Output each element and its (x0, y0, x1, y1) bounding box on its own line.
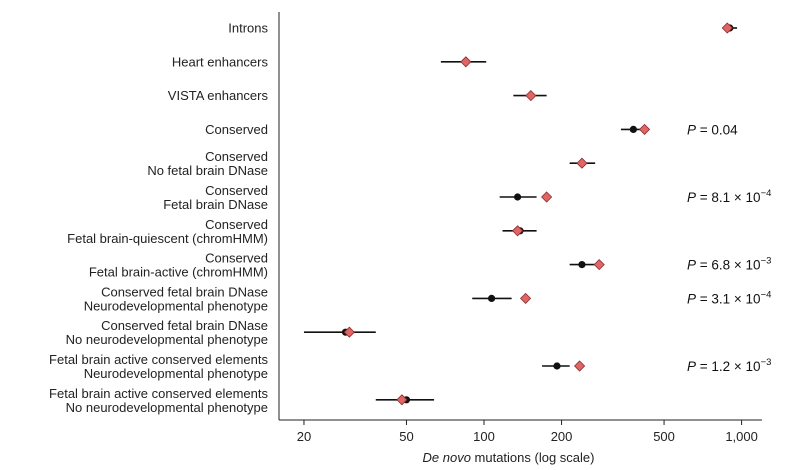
x-tick-label: 500 (653, 429, 675, 444)
category-label: Fetal brain-quiescent (chromHMM) (67, 231, 268, 246)
category-label: Neurodevelopmental phenotype (84, 298, 268, 313)
p-value-label: P = 8.1 × 10−4 (687, 188, 771, 205)
x-axis-title: De novo mutations (log scale) (423, 450, 595, 465)
observed-point (721, 22, 733, 34)
category-label: Neurodevelopmental phenotype (84, 366, 268, 381)
observed-point (520, 292, 532, 304)
observed-point (541, 191, 553, 203)
observed-point (574, 360, 586, 372)
x-axis-ticks: 20 50 100 200 500 1,000 (297, 420, 758, 444)
category-label: No neurodevelopmental phenotype (66, 400, 268, 415)
observed-point (638, 123, 651, 135)
p-value-annotations: P = 0.04 P = 8.1 × 10−4 P = 6.8 × 10−3 P = … (687, 122, 771, 374)
category-label: VISTA enhancers (168, 88, 269, 103)
observed-point (512, 225, 524, 237)
observed-point (576, 157, 588, 169)
category-label: Conserved (205, 183, 268, 198)
x-tick-label: 50 (399, 429, 413, 444)
category-label: Conserved (205, 122, 268, 137)
x-tick-label: 200 (551, 429, 573, 444)
category-label: Introns (228, 21, 268, 36)
p-value-label: P = 0.04 (687, 122, 738, 137)
expected-point (487, 294, 496, 302)
category-label: Heart enhancers (172, 54, 269, 69)
data-marks (303, 22, 738, 406)
category-label: Fetal brain active conserved elements (49, 386, 268, 401)
category-labels: Introns Heart enhancers VISTA enhancers Con… (49, 21, 268, 415)
category-label: Conserved (205, 217, 268, 232)
x-tick-label: 20 (297, 429, 311, 444)
p-value-label: P = 3.1 × 10−4 (687, 289, 771, 306)
observed-point (460, 56, 472, 68)
observed-point (396, 394, 408, 406)
x-axis-title-italic: De novo (423, 450, 471, 465)
x-tick-label: 1,000 (725, 429, 758, 444)
category-label: No fetal brain DNase (147, 163, 268, 178)
expected-point (513, 193, 522, 201)
category-label: Conserved (205, 149, 268, 164)
p-value-label: P = 1.2 × 10−3 (687, 357, 771, 374)
category-label: Fetal brain DNase (163, 197, 268, 212)
category-label: No neurodevelopmental phenotype (66, 332, 268, 347)
observed-point (343, 326, 355, 338)
category-label: Fetal brain active conserved elements (49, 352, 268, 367)
expected-point (629, 125, 637, 133)
expected-point (578, 261, 586, 269)
category-label: Conserved fetal brain DNase (101, 318, 268, 333)
x-axis-title-rest: mutations (log scale) (471, 450, 595, 465)
observed-point (525, 90, 537, 102)
p-value-label: P = 6.8 × 10−3 (687, 256, 771, 273)
x-tick-label: 100 (473, 429, 495, 444)
category-label: Conserved (205, 251, 268, 266)
observed-point (593, 259, 605, 271)
expected-point (553, 362, 561, 370)
category-label: Conserved fetal brain DNase (101, 284, 268, 299)
category-label: Fetal brain-active (chromHMM) (89, 265, 268, 280)
